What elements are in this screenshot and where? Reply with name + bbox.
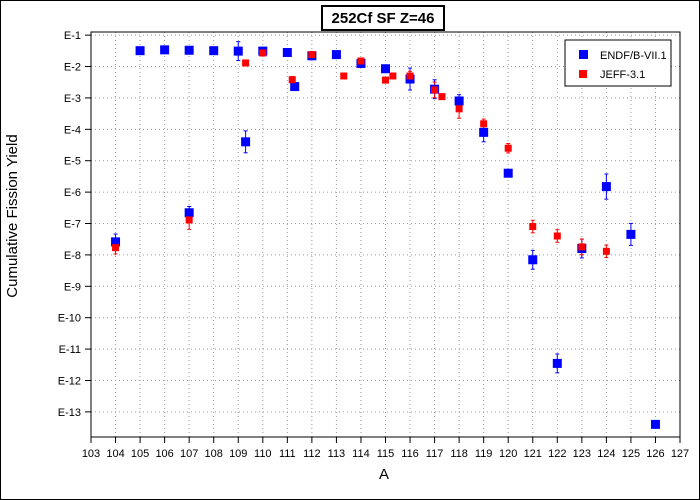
jeff-data-point <box>389 72 397 80</box>
endf-data-point <box>331 50 341 60</box>
endf-data-point <box>282 47 292 57</box>
y-tick-label: E-8 <box>64 250 81 262</box>
y-tick-label: E-13 <box>58 407 81 419</box>
jeff-data-point <box>185 216 193 224</box>
endf-data-point <box>528 255 538 265</box>
legend-label-jeff: JEFF-3.1 <box>600 69 645 81</box>
jeff-data-point <box>602 247 610 255</box>
endf-data-point <box>241 137 251 147</box>
x-tick-label: 113 <box>328 448 346 460</box>
jeff-data-point <box>382 76 389 84</box>
x-tick-label: 110 <box>254 448 272 460</box>
x-tick-label: 105 <box>131 448 149 460</box>
endf-data-point <box>135 46 145 56</box>
legend-label-endf: ENDF/B-VII.1 <box>600 50 667 62</box>
x-axis-title: A <box>379 466 389 483</box>
legend-marker-endf <box>579 50 588 59</box>
y-tick-label: E-5 <box>64 156 81 168</box>
endf-data-point <box>650 419 660 429</box>
x-tick-label: 121 <box>524 448 542 460</box>
y-tick-label: E-6 <box>64 187 81 199</box>
x-tick-label: 118 <box>450 448 468 460</box>
chart-title-box <box>321 5 445 31</box>
x-tick-label: 111 <box>279 448 296 460</box>
x-tick-label: 124 <box>597 448 615 460</box>
x-tick-label: 116 <box>401 448 419 460</box>
y-axis-title: Cumulative Fission Yield <box>4 134 21 297</box>
y-tick-label: E-9 <box>64 281 81 293</box>
x-axis: 103 104 105 106 107 108 109 110 111 112 113 114 115 1… <box>82 437 689 460</box>
jeff-data-point <box>480 120 488 128</box>
jeff-data-point <box>357 57 365 65</box>
endf-data-point <box>184 208 194 218</box>
jeff-data-point <box>529 223 537 231</box>
x-tick-label: 126 <box>646 448 664 460</box>
jeff-data-point <box>504 144 512 152</box>
endf-data-point <box>290 82 300 92</box>
x-tick-label: 109 <box>229 448 247 460</box>
endf-data-point <box>601 182 611 192</box>
x-tick-label: 103 <box>82 448 100 460</box>
endf-data-point <box>209 46 219 56</box>
data-markers <box>111 45 660 429</box>
jeff-data-point <box>288 76 296 84</box>
jeff-data-point <box>259 49 267 57</box>
y-tick-label: E-12 <box>58 375 81 387</box>
endf-data-point <box>552 358 562 368</box>
x-tick-label: 112 <box>303 448 321 460</box>
x-tick-label: 127 <box>671 448 689 460</box>
endf-data-point <box>626 229 636 239</box>
y-tick-label: E-3 <box>64 93 81 105</box>
jeff-data-point <box>308 51 316 59</box>
endf-data-point <box>454 96 464 106</box>
endf-data-point <box>381 64 390 74</box>
jeff-data-point <box>438 93 446 101</box>
jeff-data-point <box>578 243 586 251</box>
jeff-data-point <box>455 105 463 113</box>
x-tick-label: 117 <box>426 448 444 460</box>
endf-data-point <box>479 127 489 137</box>
jeff-data-point <box>406 72 414 80</box>
x-tick-label: 125 <box>622 448 640 460</box>
chart-title: 252Cf SF Z=46 <box>332 10 435 27</box>
x-tick-label: 108 <box>205 448 223 460</box>
endf-data-point <box>160 45 170 55</box>
legend-box <box>564 39 672 87</box>
endf-data-point <box>111 237 121 247</box>
jeff-data-point <box>340 72 348 80</box>
legend-marker-jeff <box>579 70 587 78</box>
x-tick-label: 114 <box>352 448 370 460</box>
x-tick-label: 119 <box>475 448 493 460</box>
jeff-data-point <box>431 86 439 94</box>
y-tick-label: E-2 <box>64 62 81 74</box>
x-tick-label: 120 <box>499 448 517 460</box>
y-tick-label: E-7 <box>64 219 81 231</box>
y-tick-label: E-1 <box>64 30 81 42</box>
y-axis: E-1 E-2 E-3 E-4 E-5 E-6 E-7 E-8 E-9 E-10 E-11 E-12 E… <box>58 30 91 419</box>
x-tick-label: 107 <box>180 448 198 460</box>
x-tick-label: 104 <box>106 448 124 460</box>
y-tick-label: E-11 <box>59 344 81 356</box>
x-tick-label: 115 <box>377 448 395 460</box>
jeff-data-point <box>112 244 120 252</box>
y-tick-label: E-10 <box>58 313 81 325</box>
y-tick-label: E-4 <box>64 124 81 136</box>
endf-data-point <box>184 45 194 55</box>
legend: ENDF/B-VII.1 JEFF-3.1 <box>564 39 672 87</box>
x-tick-label: 122 <box>548 448 566 460</box>
endf-data-point <box>503 168 513 178</box>
jeff-data-point <box>242 59 250 67</box>
endf-data-point <box>233 46 243 56</box>
jeff-data-point <box>553 232 561 240</box>
x-tick-label: 106 <box>155 448 173 460</box>
x-tick-label: 123 <box>573 448 591 460</box>
